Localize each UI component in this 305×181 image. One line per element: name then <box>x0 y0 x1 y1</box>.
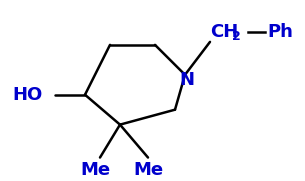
Text: 2: 2 <box>232 30 241 43</box>
Text: Me: Me <box>133 161 163 178</box>
Text: HO: HO <box>13 86 43 104</box>
Text: Me: Me <box>80 161 110 178</box>
Text: CH: CH <box>210 23 238 41</box>
Text: N: N <box>180 71 195 89</box>
Text: Ph: Ph <box>267 23 293 41</box>
